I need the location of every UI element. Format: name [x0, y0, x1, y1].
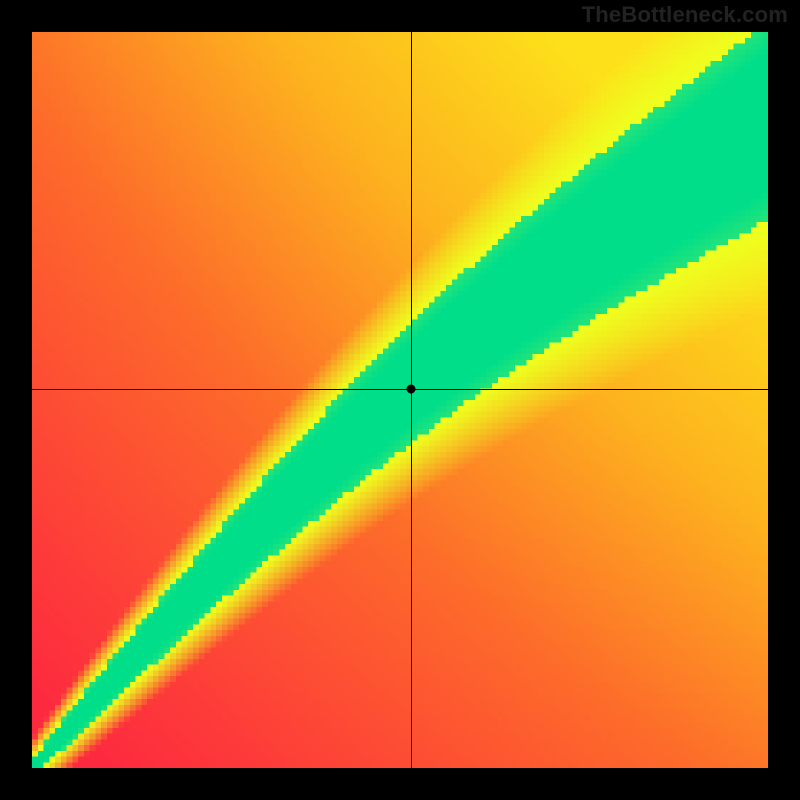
chart-container: TheBottleneck.com — [0, 0, 800, 800]
marker-dot — [407, 384, 416, 393]
watermark-text: TheBottleneck.com — [582, 2, 788, 28]
crosshair-vertical — [411, 32, 412, 768]
crosshair-horizontal — [32, 389, 768, 390]
heatmap-plot-area — [32, 32, 768, 768]
heatmap-canvas — [32, 32, 768, 768]
